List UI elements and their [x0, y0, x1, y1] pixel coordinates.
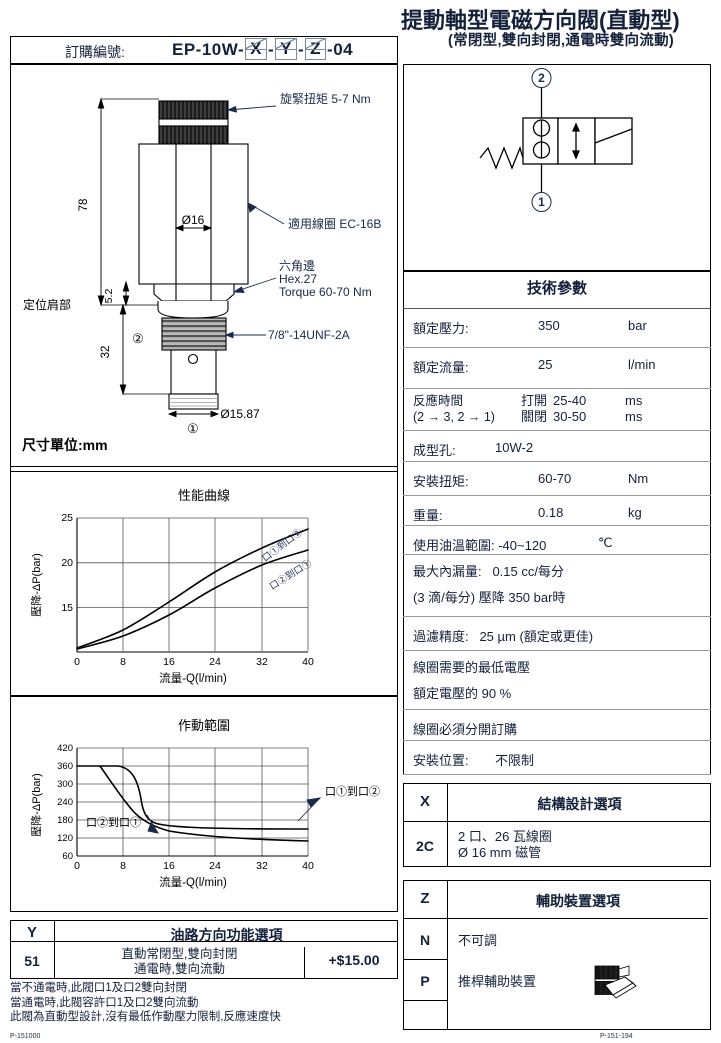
svg-text:2: 2	[538, 71, 545, 85]
svg-text:1: 1	[538, 195, 545, 209]
